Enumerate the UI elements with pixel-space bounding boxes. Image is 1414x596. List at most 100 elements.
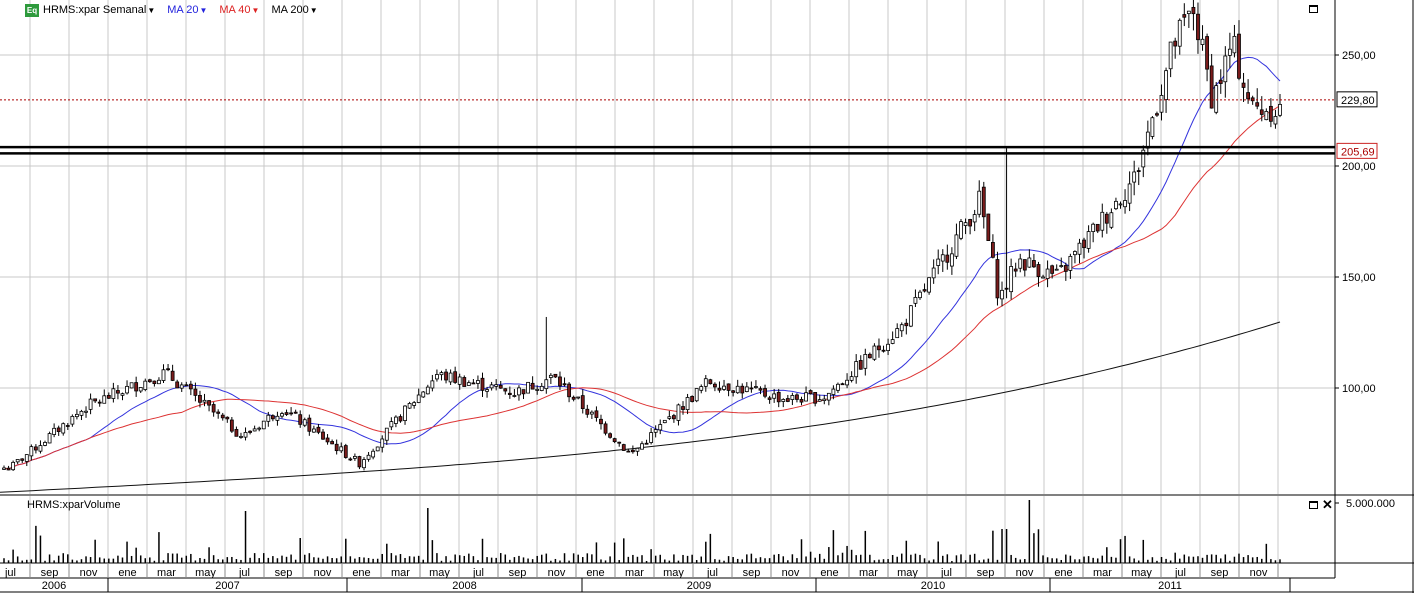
month-label: mar xyxy=(1093,567,1112,579)
candle-body xyxy=(1191,6,1196,15)
candle-body xyxy=(571,396,576,400)
ma200-menu[interactable]: MA 200 ▼ xyxy=(271,4,325,16)
candle-body xyxy=(1205,36,1209,70)
candle-body xyxy=(179,384,184,389)
candle-body xyxy=(152,380,157,385)
candle-body xyxy=(1259,109,1264,115)
ma20-menu[interactable]: MA 20 ▼ xyxy=(167,4,215,16)
candle-body xyxy=(662,419,667,424)
candle-body xyxy=(776,391,781,403)
ma200-line xyxy=(0,321,1281,493)
ma20-line xyxy=(3,56,1281,470)
month-label: sep xyxy=(275,567,293,579)
candle-body xyxy=(544,379,549,390)
candle-body xyxy=(1196,13,1200,41)
candle-body xyxy=(1159,94,1164,113)
candle-body xyxy=(940,254,945,262)
ma40-menu[interactable]: MA 40 ▼ xyxy=(219,4,267,16)
month-label: nov xyxy=(1250,567,1268,579)
candle-body xyxy=(352,456,357,459)
candle-body xyxy=(826,392,831,401)
candle-body xyxy=(280,413,284,417)
candle-body xyxy=(972,214,977,223)
candle-body xyxy=(243,432,248,438)
month-label: may xyxy=(1131,567,1152,579)
month-label: mar xyxy=(157,567,176,579)
candle-body xyxy=(1036,264,1041,278)
maximize-icon[interactable] xyxy=(1309,5,1318,13)
candle-body xyxy=(403,405,407,421)
candle-body xyxy=(959,221,963,239)
candle-body xyxy=(6,467,11,471)
candle-body xyxy=(1127,183,1132,204)
candle-body xyxy=(954,234,959,257)
candle-body xyxy=(325,437,330,443)
candle-body xyxy=(895,328,900,339)
candle-body xyxy=(1278,103,1282,116)
candle-body xyxy=(813,392,818,404)
candle-body xyxy=(617,441,622,444)
candle-body xyxy=(1109,212,1114,228)
dropdown-caret-icon: ▼ xyxy=(309,5,318,15)
candle-body xyxy=(485,389,489,392)
candle-body xyxy=(913,296,918,304)
candle-body xyxy=(15,459,20,463)
candle-body xyxy=(790,395,795,400)
candle-body xyxy=(439,372,444,376)
candle-body xyxy=(708,379,713,385)
ma200-label: MA 200 xyxy=(271,4,309,16)
month-label: mar xyxy=(391,567,410,579)
candle-body xyxy=(858,360,863,370)
close-icon[interactable]: ✕ xyxy=(1322,497,1333,512)
candle-body xyxy=(1264,111,1269,121)
candle-body xyxy=(927,277,931,293)
candle-body xyxy=(558,376,562,387)
candle-body xyxy=(690,396,695,402)
candle-body xyxy=(1168,41,1173,70)
candle-body xyxy=(1027,257,1032,268)
year-label: 2010 xyxy=(921,580,945,592)
candle-body xyxy=(1200,38,1205,45)
ma20-label: MA 20 xyxy=(167,4,199,16)
candle-body xyxy=(904,322,909,327)
year-label: 2009 xyxy=(687,580,711,592)
candle-body xyxy=(216,411,221,414)
year-label: 2011 xyxy=(1158,580,1182,592)
candle-body xyxy=(480,377,485,391)
month-label: jul xyxy=(472,567,484,579)
support-price-box xyxy=(1336,142,1378,159)
candle-body xyxy=(877,345,881,351)
candle-body xyxy=(1173,40,1178,47)
candle-body xyxy=(653,429,658,433)
candle-body xyxy=(1223,55,1228,83)
candle-body xyxy=(1150,117,1155,137)
candle-body xyxy=(1145,131,1150,149)
symbol-menu[interactable]: HRMS:xpar Semanal ▼ xyxy=(43,4,163,16)
year-label: 2008 xyxy=(452,580,476,592)
maximize-icon[interactable] xyxy=(1309,501,1318,509)
candle-body xyxy=(804,392,808,402)
candle-body xyxy=(1022,259,1027,271)
month-label: ene xyxy=(820,567,838,579)
candle-body xyxy=(1218,79,1223,84)
candle-body xyxy=(88,398,93,410)
candle-body xyxy=(61,423,66,434)
candle-body xyxy=(1232,35,1237,54)
candle-body xyxy=(106,395,111,399)
candle-body xyxy=(849,376,854,381)
candle-body xyxy=(102,395,107,404)
candle-body xyxy=(371,450,376,458)
candle-body xyxy=(56,427,61,432)
candle-body xyxy=(767,397,772,400)
candle-body xyxy=(257,427,262,430)
candle-body xyxy=(430,380,435,389)
candle-body xyxy=(425,386,430,395)
candle-body xyxy=(138,387,143,392)
volume-tick-label: 5.000.000 xyxy=(1346,498,1395,510)
candle-body xyxy=(644,442,649,445)
candle-body xyxy=(466,382,471,386)
candle-body xyxy=(266,414,271,422)
candle-body xyxy=(1009,266,1014,293)
candle-body xyxy=(175,381,180,389)
